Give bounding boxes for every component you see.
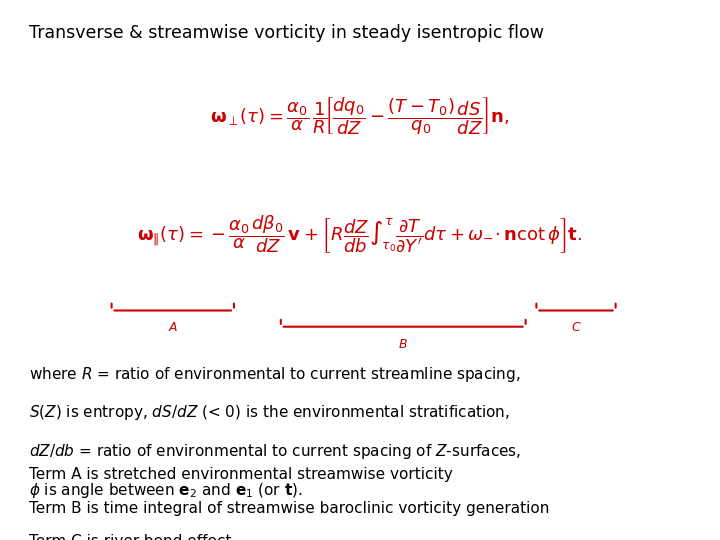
Text: Transverse & streamwise vorticity in steady isentropic flow: Transverse & streamwise vorticity in ste… — [29, 24, 544, 42]
Text: $B$: $B$ — [398, 338, 408, 350]
Text: Term A is stretched environmental streamwise vorticity: Term A is stretched environmental stream… — [29, 467, 453, 482]
Text: $dZ/db$ = ratio of environmental to current spacing of $Z$-surfaces,: $dZ/db$ = ratio of environmental to curr… — [29, 442, 521, 461]
Text: $S(Z)$ is entropy, $dS/dZ$ (< 0) is the environmental stratification,: $S(Z)$ is entropy, $dS/dZ$ (< 0) is the … — [29, 403, 510, 422]
Text: $\mathbf{\omega}_{\perp}(\tau) = \dfrac{\alpha_0}{\alpha}\,\dfrac{1}{R}\!\left[\: $\mathbf{\omega}_{\perp}(\tau) = \dfrac{… — [210, 95, 510, 137]
Text: Term B is time integral of streamwise baroclinic vorticity generation: Term B is time integral of streamwise ba… — [29, 501, 549, 516]
Text: where $R$ = ratio of environmental to current streamline spacing,: where $R$ = ratio of environmental to cu… — [29, 364, 521, 383]
Text: Term C is river-bend effect: Term C is river-bend effect — [29, 534, 231, 540]
Text: $C$: $C$ — [571, 321, 581, 334]
Text: $\mathbf{\omega}_{\|}(\tau) = -\dfrac{\alpha_0}{\alpha}\dfrac{d\beta_0}{dZ}\,\ma: $\mathbf{\omega}_{\|}(\tau) = -\dfrac{\a… — [138, 214, 582, 256]
Text: $\phi$ is angle between $\mathbf{e}_2$ and $\mathbf{e}_1$ (or $\mathbf{t}$).: $\phi$ is angle between $\mathbf{e}_2$ a… — [29, 481, 302, 500]
Text: $A$: $A$ — [168, 321, 178, 334]
